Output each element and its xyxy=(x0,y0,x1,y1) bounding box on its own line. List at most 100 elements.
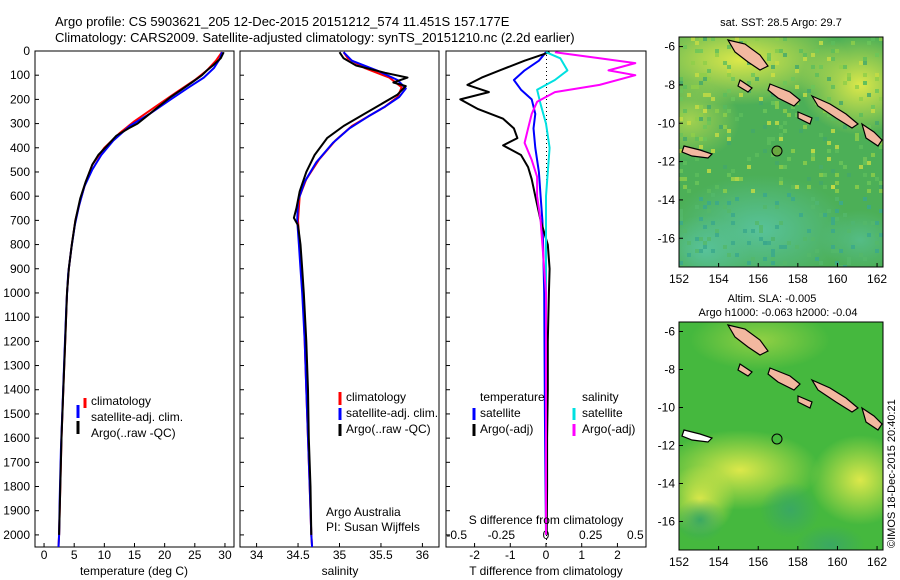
sst-pixel xyxy=(695,173,699,177)
sst-pixel xyxy=(683,177,687,181)
sst-pixel xyxy=(683,109,687,113)
sst-pixel xyxy=(695,137,699,141)
sst-pixel xyxy=(843,265,847,267)
series-line-climatology xyxy=(57,51,223,547)
map-x-tick-label: 160 xyxy=(827,555,847,569)
sst-pixel xyxy=(755,153,759,157)
sst-pixel xyxy=(827,209,831,213)
sst-pixel xyxy=(847,173,851,177)
sst-pixel xyxy=(871,105,875,109)
map-y-tick-label: -6 xyxy=(664,40,675,54)
depth-tick-label: 1100 xyxy=(4,310,30,324)
sst-pixel xyxy=(803,125,807,129)
x-tick-label: 35 xyxy=(333,548,347,562)
sst-pixel xyxy=(875,249,879,253)
sst-pixel xyxy=(723,105,727,109)
x-top-tick-label: -0.5 xyxy=(446,528,467,542)
sst-pixel xyxy=(815,49,819,53)
map-x-tick-label: 162 xyxy=(867,555,887,569)
legend-s-argo-label: Argo(-adj) xyxy=(582,422,635,436)
sst-pixel xyxy=(695,85,699,89)
sst-pixel xyxy=(843,213,847,217)
sst-pixel xyxy=(835,217,839,221)
sst-pixel xyxy=(727,89,731,93)
sst-pixel xyxy=(871,221,875,225)
depth-tick-label: 500 xyxy=(10,165,30,179)
sst-pixel xyxy=(775,49,779,53)
sst-pixel xyxy=(831,117,835,121)
sst-pixel xyxy=(683,265,687,267)
legend-satellite-label: satellite-adj. clim. xyxy=(346,406,438,420)
sst-pixel xyxy=(847,73,851,77)
sst-pixel xyxy=(771,249,775,253)
sst-pixel xyxy=(783,261,787,265)
sst-pixel xyxy=(727,253,731,257)
sst-pixel xyxy=(707,201,711,205)
sst-pixel xyxy=(771,257,775,261)
sst-pixel xyxy=(795,245,799,249)
sst-pixel xyxy=(723,113,727,117)
sst-pixel xyxy=(759,97,763,101)
sst-pixel xyxy=(687,253,691,257)
sst-pixel xyxy=(775,201,779,205)
sst-pixel xyxy=(679,261,683,265)
depth-tick-label: 400 xyxy=(10,141,30,155)
sst-pixel xyxy=(731,241,735,245)
sst-pixel xyxy=(695,237,699,241)
sst-pixel xyxy=(807,229,811,233)
sst-pixel xyxy=(707,77,711,81)
sst-pixel xyxy=(699,197,703,201)
sst-pixel xyxy=(695,249,699,253)
depth-tick-label: 200 xyxy=(10,92,30,106)
sst-pixel xyxy=(791,105,795,109)
sst-pixel xyxy=(759,237,763,241)
sst-pixel xyxy=(715,53,719,57)
sst-pixel xyxy=(831,129,835,133)
sst-pixel xyxy=(727,137,731,141)
sst-map-title: sat. SST: 28.5 Argo: 29.7 xyxy=(720,17,842,29)
sst-pixel xyxy=(855,133,859,137)
sst-pixel xyxy=(767,241,771,245)
sst-pixel xyxy=(855,137,859,141)
sst-pixel xyxy=(843,165,847,169)
sst-pixel xyxy=(815,117,819,121)
imos-timestamp: ©IMOS 18-Dec-2015 20:40:21 xyxy=(886,399,898,548)
sst-pixel xyxy=(851,221,855,225)
sst-pixel xyxy=(811,237,815,241)
sst-pixel xyxy=(783,37,787,41)
sst-pixel xyxy=(731,213,735,217)
sst-pixel xyxy=(727,45,731,49)
map-y-tick-label: -6 xyxy=(664,325,675,339)
sst-pixel xyxy=(867,125,871,129)
sst-pixel xyxy=(727,129,731,133)
legend-t-argo-label: Argo(-adj) xyxy=(480,422,533,436)
legend-s-satellite-label: satellite xyxy=(582,406,623,420)
x-tick-label: -2 xyxy=(469,548,480,562)
sst-pixel xyxy=(859,113,863,117)
sst-pixel xyxy=(819,165,823,169)
sst-pixel xyxy=(691,61,695,65)
sst-pixel xyxy=(739,113,743,117)
sst-pixel xyxy=(691,37,695,41)
map-x-tick-label: 154 xyxy=(709,272,729,286)
salinity-panel: 34 34.5 35 35.5 36 salinity climatology sate… xyxy=(239,50,440,578)
sst-pixel xyxy=(699,81,703,85)
sst-pixel xyxy=(879,185,883,189)
sst-pixel xyxy=(851,245,855,249)
sst-pixel xyxy=(703,37,707,41)
sst-pixel xyxy=(795,69,799,73)
map-x-tick-label: 160 xyxy=(827,272,847,286)
sst-pixel xyxy=(795,113,799,117)
sst-pixel xyxy=(811,205,815,209)
sst-pixel xyxy=(811,157,815,161)
t-difference-xlabel: T difference from climatology xyxy=(469,564,623,578)
sst-pixel xyxy=(715,133,719,137)
series-line-s-argo-adj- xyxy=(523,51,637,535)
sst-pixel xyxy=(839,201,843,205)
difference-legend: temperature satellite Argo(-adj) salinit… xyxy=(472,390,635,436)
sst-pixel xyxy=(715,201,719,205)
sst-pixel xyxy=(791,185,795,189)
sst-pixel xyxy=(807,185,811,189)
sst-argo-marker xyxy=(771,145,783,157)
sst-pixel xyxy=(831,229,835,233)
